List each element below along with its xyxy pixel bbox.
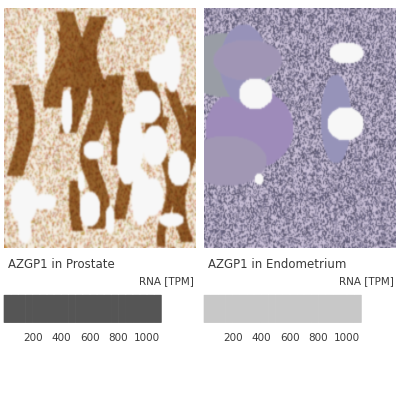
FancyBboxPatch shape [282, 295, 290, 323]
Text: 1000: 1000 [134, 333, 160, 343]
FancyBboxPatch shape [297, 295, 304, 323]
Text: RNA [TPM]: RNA [TPM] [339, 276, 394, 286]
FancyBboxPatch shape [254, 295, 262, 323]
FancyBboxPatch shape [4, 295, 12, 323]
Text: 600: 600 [280, 333, 300, 343]
FancyBboxPatch shape [104, 295, 112, 323]
FancyBboxPatch shape [75, 295, 83, 323]
FancyBboxPatch shape [140, 295, 148, 323]
FancyBboxPatch shape [354, 295, 362, 323]
FancyBboxPatch shape [18, 295, 26, 323]
Text: 1000: 1000 [334, 333, 360, 343]
FancyBboxPatch shape [54, 295, 62, 323]
Text: 600: 600 [80, 333, 100, 343]
FancyBboxPatch shape [32, 295, 40, 323]
FancyBboxPatch shape [47, 295, 54, 323]
Text: AZGP1 in Endometrium: AZGP1 in Endometrium [208, 258, 346, 270]
Text: AZGP1 in Prostate: AZGP1 in Prostate [8, 258, 114, 270]
FancyBboxPatch shape [304, 295, 312, 323]
Text: 200: 200 [223, 333, 242, 343]
FancyBboxPatch shape [225, 295, 233, 323]
FancyBboxPatch shape [132, 295, 140, 323]
Text: 400: 400 [252, 333, 271, 343]
FancyBboxPatch shape [218, 295, 226, 323]
FancyBboxPatch shape [211, 295, 219, 323]
FancyBboxPatch shape [82, 295, 90, 323]
FancyBboxPatch shape [332, 295, 340, 323]
FancyBboxPatch shape [25, 295, 33, 323]
FancyBboxPatch shape [347, 295, 354, 323]
FancyBboxPatch shape [325, 295, 333, 323]
FancyBboxPatch shape [11, 295, 19, 323]
FancyBboxPatch shape [154, 295, 162, 323]
FancyBboxPatch shape [68, 295, 76, 323]
FancyBboxPatch shape [240, 295, 247, 323]
Text: RNA [TPM]: RNA [TPM] [139, 276, 194, 286]
FancyBboxPatch shape [97, 295, 104, 323]
FancyBboxPatch shape [40, 295, 47, 323]
FancyBboxPatch shape [204, 295, 212, 323]
FancyBboxPatch shape [311, 295, 319, 323]
FancyBboxPatch shape [340, 295, 348, 323]
FancyBboxPatch shape [61, 295, 69, 323]
FancyBboxPatch shape [232, 295, 240, 323]
Text: 800: 800 [309, 333, 328, 343]
Text: 800: 800 [109, 333, 128, 343]
Text: 200: 200 [23, 333, 42, 343]
FancyBboxPatch shape [147, 295, 154, 323]
FancyBboxPatch shape [268, 295, 276, 323]
FancyBboxPatch shape [261, 295, 269, 323]
FancyBboxPatch shape [318, 295, 326, 323]
FancyBboxPatch shape [111, 295, 119, 323]
FancyBboxPatch shape [275, 295, 283, 323]
FancyBboxPatch shape [125, 295, 133, 323]
Text: 400: 400 [52, 333, 71, 343]
FancyBboxPatch shape [290, 295, 297, 323]
FancyBboxPatch shape [118, 295, 126, 323]
FancyBboxPatch shape [247, 295, 254, 323]
FancyBboxPatch shape [90, 295, 97, 323]
